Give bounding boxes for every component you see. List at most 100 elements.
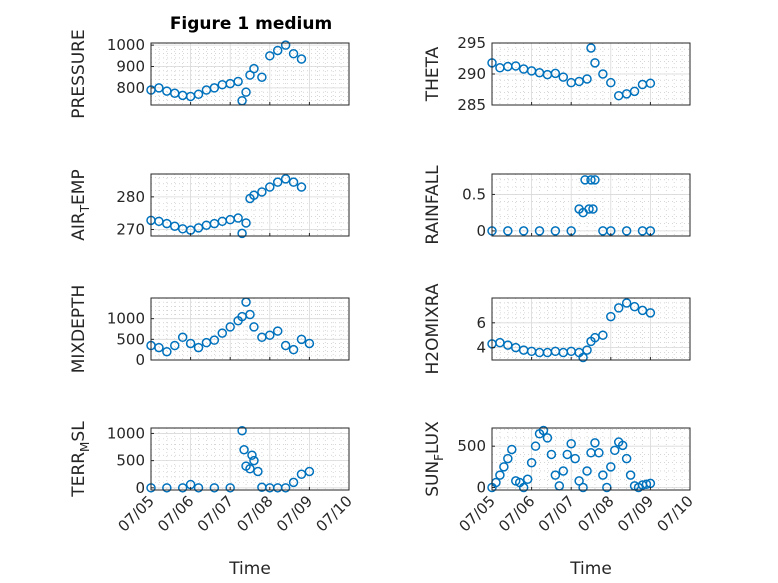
data-point (629, 301, 640, 312)
data-point (296, 334, 307, 345)
data-series (487, 425, 656, 493)
data-point (621, 226, 632, 236)
y-tick-label: 1000 (107, 424, 145, 442)
data-series (487, 43, 656, 101)
data-point (598, 330, 608, 340)
y-axis-label-subscript: F (432, 454, 446, 461)
data-point (542, 433, 553, 443)
data-point (162, 483, 172, 493)
data-point (584, 204, 594, 214)
data-point (209, 83, 220, 93)
data-point (598, 69, 608, 79)
y-axis-label-main: TERR (69, 452, 89, 498)
y-tick-label: 0.5 (462, 185, 486, 203)
data-point (265, 51, 275, 61)
y-tick-label: 280 (116, 188, 145, 206)
data-point (280, 340, 291, 351)
data-point (233, 76, 243, 87)
x-tick-label: 07/06 (495, 492, 538, 535)
axes-box (150, 427, 350, 491)
plot-area (492, 428, 690, 490)
x-tick-label: 07/07 (535, 492, 578, 535)
data-point (272, 177, 283, 187)
subplot-2: 270 280 AIRTEMP (69, 169, 350, 241)
data-point (511, 61, 521, 71)
data-point (590, 175, 600, 185)
y-axis-label-subscript: M (78, 442, 92, 452)
y-axis-label-main: THETA (423, 46, 443, 102)
axes-box (150, 42, 350, 106)
y-tick-label: 1000 (107, 36, 145, 54)
data-point (241, 87, 251, 97)
data-point (629, 86, 640, 97)
data-point (241, 218, 251, 228)
data-point (249, 63, 259, 74)
data-point (507, 444, 517, 455)
data-point (621, 453, 632, 464)
data-point (193, 342, 204, 353)
x-tick-label: 07/08 (233, 492, 276, 535)
data-point (598, 470, 608, 480)
y-axis-label-main: RAINFALL (423, 165, 443, 245)
data-point (580, 175, 590, 185)
data-point (621, 298, 632, 308)
axes-box (150, 297, 350, 361)
y-tick-label: 0 (135, 351, 145, 369)
data-point (625, 470, 636, 480)
figure-title: Figure 1 medium (170, 14, 332, 34)
y-axis-label: SUNFLUX (423, 421, 446, 497)
data-point (610, 445, 620, 456)
data-point (617, 440, 628, 451)
data-point (209, 483, 220, 493)
x-tick-label: 07/08 (574, 492, 617, 535)
data-point (296, 54, 307, 64)
data-point (606, 462, 616, 472)
data-point (526, 457, 537, 468)
data-point (288, 48, 299, 59)
data-point (177, 483, 188, 493)
y-tick-label: 6 (476, 314, 486, 332)
data-point (225, 322, 235, 332)
data-point (233, 213, 243, 223)
data-point (249, 455, 259, 466)
data-point (566, 438, 576, 449)
subplot-3: 0 0.5 RAINFALL (423, 165, 691, 245)
data-point (586, 43, 596, 53)
data-series (487, 175, 656, 236)
x-tick-label: 07/05 (115, 492, 158, 535)
data-series (146, 297, 315, 357)
data-point (578, 352, 588, 363)
data-point (582, 74, 592, 84)
data-point (550, 226, 561, 236)
data-point (530, 441, 541, 451)
data-point (534, 226, 545, 236)
data-point (641, 479, 652, 489)
y-tick-label: 800 (116, 79, 145, 97)
data-point (558, 466, 569, 476)
data-point (245, 464, 255, 474)
axes-box (150, 173, 350, 237)
plot-area (151, 174, 349, 236)
subplot-5: 4 6 H2OMIXRA (423, 283, 691, 375)
y-axis-label: RAINFALL (423, 165, 443, 245)
data-point (304, 338, 315, 349)
data-point (645, 308, 656, 318)
y-axis-label: H2OMIXRA (423, 283, 443, 374)
y-tick-label: 500 (116, 452, 145, 470)
data-point (257, 72, 267, 82)
x-tick-label: 07/05 (456, 492, 499, 535)
data-point (225, 483, 235, 493)
y-axis-label: MIXDEPTH (69, 285, 89, 374)
y-tick-label: 0 (135, 479, 145, 497)
y-axis-label: TERRMSL (69, 421, 92, 498)
data-point (503, 453, 513, 464)
plot-area (151, 43, 349, 105)
data-point (606, 77, 616, 88)
y-tick-label: 500 (457, 437, 486, 455)
data-point (562, 449, 572, 460)
data-point (239, 445, 249, 455)
y-axis-label-subscript: T (78, 204, 92, 213)
y-axis-label-rest: SL (69, 421, 89, 442)
x-tick-label: 07/10 (313, 492, 356, 535)
